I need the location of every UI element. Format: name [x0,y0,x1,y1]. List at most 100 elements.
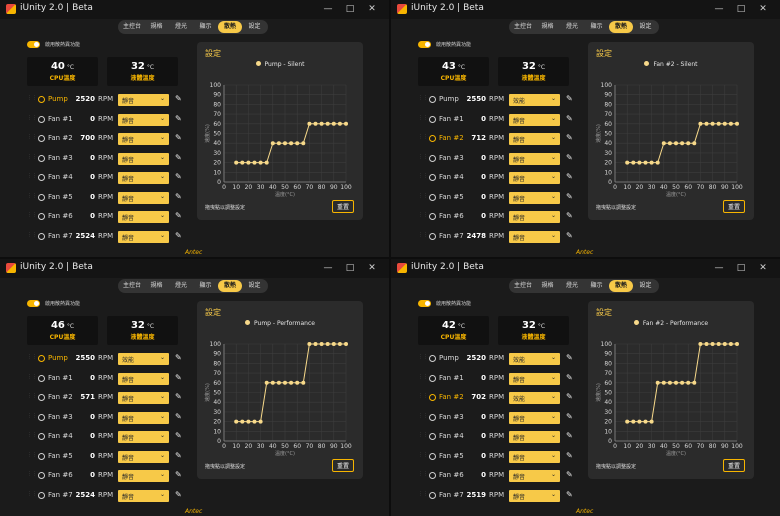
reset-button[interactable]: 重置 [332,200,354,213]
fan-row[interactable]: ⋮⋮ Fan #3 0 RPM 靜音 ⌄ ✎ [418,152,578,166]
drag-handle-icon[interactable]: ⋮⋮ [418,393,428,399]
fan-row[interactable]: ⋮⋮ Pump 2550 RPM 效能 ⌄ ✎ [27,352,187,366]
fan-row[interactable]: ⋮⋮ Fan #6 0 RPM 靜音 ⌄ ✎ [27,469,187,483]
fan-row[interactable]: ⋮⋮ Pump 2520 RPM 效能 ⌄ ✎ [418,352,578,366]
fan-row[interactable]: ⋮⋮ Fan #7 2478 RPM 靜音 ⌄ ✎ [418,230,578,244]
fan-mode-select[interactable]: 效能 ⌄ [509,353,560,365]
fan-row[interactable]: ⋮⋮ Fan #5 0 RPM 靜音 ⌄ ✎ [418,191,578,205]
minimize-button[interactable]: — [714,263,724,273]
cooling-toggle-switch[interactable] [418,300,431,307]
edit-pencil-icon[interactable]: ✎ [175,490,182,499]
fan-mode-select[interactable]: 靜音 ⌄ [509,470,560,482]
fan-mode-select[interactable]: 靜音 ⌄ [509,153,560,165]
fan-row[interactable]: ⋮⋮ Fan #4 0 RPM 靜音 ⌄ ✎ [418,430,578,444]
drag-handle-icon[interactable]: ⋮⋮ [27,471,37,477]
reset-button[interactable]: 重置 [723,200,745,213]
tab-4[interactable]: 散熱 [218,21,242,33]
minimize-button[interactable]: — [323,4,333,14]
tab-2[interactable]: 燈光 [174,23,187,30]
fan-row[interactable]: ⋮⋮ Pump 2550 RPM 效能 ⌄ ✎ [418,93,578,107]
fan-mode-select[interactable]: 靜音 ⌄ [118,231,169,243]
fan-mode-select[interactable]: 靜音 ⌄ [118,114,169,126]
fan-mode-select[interactable]: 靜音 ⌄ [118,431,169,443]
fan-row[interactable]: ⋮⋮ Fan #3 0 RPM 靜音 ⌄ ✎ [418,411,578,425]
drag-handle-icon[interactable]: ⋮⋮ [27,212,37,218]
edit-pencil-icon[interactable]: ✎ [566,392,573,401]
cooling-toggle-switch[interactable] [27,41,40,48]
fan-mode-select[interactable]: 靜音 ⌄ [118,94,169,106]
tab-2[interactable]: 燈光 [565,282,578,289]
fan-row[interactable]: ⋮⋮ Fan #3 0 RPM 靜音 ⌄ ✎ [27,411,187,425]
fan-mode-select[interactable]: 靜音 ⌄ [118,392,169,404]
fan-row[interactable]: ⋮⋮ Fan #1 0 RPM 靜音 ⌄ ✎ [27,372,187,386]
drag-handle-icon[interactable]: ⋮⋮ [27,413,37,419]
tab-5[interactable]: 設定 [248,282,261,289]
drag-handle-icon[interactable]: ⋮⋮ [418,154,428,160]
drag-handle-icon[interactable]: ⋮⋮ [27,354,37,360]
fan-mode-select[interactable]: 靜音 ⌄ [509,431,560,443]
close-button[interactable]: ✕ [368,263,376,273]
tab-1[interactable]: 規格 [150,282,163,289]
fan-mode-select[interactable]: 靜音 ⌄ [118,451,169,463]
fan-mode-select[interactable]: 靜音 ⌄ [509,114,560,126]
edit-pencil-icon[interactable]: ✎ [175,153,182,162]
reset-button[interactable]: 重置 [332,459,354,472]
maximize-button[interactable]: □ [345,4,355,14]
edit-pencil-icon[interactable]: ✎ [175,172,182,181]
drag-handle-icon[interactable]: ⋮⋮ [27,95,37,101]
fan-row[interactable]: ⋮⋮ Fan #5 0 RPM 靜音 ⌄ ✎ [27,450,187,464]
close-button[interactable]: ✕ [759,263,767,273]
drag-handle-icon[interactable]: ⋮⋮ [418,374,428,380]
drag-handle-icon[interactable]: ⋮⋮ [418,452,428,458]
drag-handle-icon[interactable]: ⋮⋮ [27,193,37,199]
fan-mode-select[interactable]: 靜音 ⌄ [118,373,169,385]
fan-row[interactable]: ⋮⋮ Fan #2 571 RPM 靜音 ⌄ ✎ [27,391,187,405]
tab-0[interactable]: 主控台 [513,282,532,289]
drag-handle-icon[interactable]: ⋮⋮ [27,432,37,438]
fan-mode-select[interactable]: 靜音 ⌄ [509,412,560,424]
tab-5[interactable]: 設定 [639,282,652,289]
tab-2[interactable]: 燈光 [565,23,578,30]
edit-pencil-icon[interactable]: ✎ [175,192,182,201]
tab-3[interactable]: 顯示 [590,282,603,289]
fan-mode-select[interactable]: 靜音 ⌄ [118,172,169,184]
fan-mode-select[interactable]: 靜音 ⌄ [509,192,560,204]
edit-pencil-icon[interactable]: ✎ [566,373,573,382]
tab-3[interactable]: 顯示 [199,282,212,289]
edit-pencil-icon[interactable]: ✎ [175,392,182,401]
close-button[interactable]: ✕ [759,4,767,14]
fan-row[interactable]: ⋮⋮ Fan #7 2524 RPM 靜音 ⌄ ✎ [27,230,187,244]
edit-pencil-icon[interactable]: ✎ [175,211,182,220]
edit-pencil-icon[interactable]: ✎ [566,490,573,499]
fan-row[interactable]: ⋮⋮ Fan #6 0 RPM 靜音 ⌄ ✎ [418,210,578,224]
drag-handle-icon[interactable]: ⋮⋮ [418,173,428,179]
tab-3[interactable]: 顯示 [199,23,212,30]
fan-mode-select[interactable]: 靜音 ⌄ [509,490,560,502]
edit-pencil-icon[interactable]: ✎ [175,94,182,103]
edit-pencil-icon[interactable]: ✎ [566,412,573,421]
edit-pencil-icon[interactable]: ✎ [566,451,573,460]
edit-pencil-icon[interactable]: ✎ [566,114,573,123]
edit-pencil-icon[interactable]: ✎ [175,353,182,362]
fan-row[interactable]: ⋮⋮ Fan #3 0 RPM 靜音 ⌄ ✎ [27,152,187,166]
fan-row[interactable]: ⋮⋮ Fan #7 2524 RPM 靜音 ⌄ ✎ [27,489,187,503]
fan-row[interactable]: ⋮⋮ Fan #4 0 RPM 靜音 ⌄ ✎ [418,171,578,185]
fan-row[interactable]: ⋮⋮ Fan #7 2519 RPM 靜音 ⌄ ✎ [418,489,578,503]
drag-handle-icon[interactable]: ⋮⋮ [418,354,428,360]
tab-4[interactable]: 散熱 [609,280,633,292]
drag-handle-icon[interactable]: ⋮⋮ [27,173,37,179]
edit-pencil-icon[interactable]: ✎ [175,114,182,123]
tab-2[interactable]: 燈光 [174,282,187,289]
maximize-button[interactable]: □ [736,263,746,273]
fan-row[interactable]: ⋮⋮ Fan #4 0 RPM 靜音 ⌄ ✎ [27,171,187,185]
fan-row[interactable]: ⋮⋮ Fan #4 0 RPM 靜音 ⌄ ✎ [27,430,187,444]
fan-row[interactable]: ⋮⋮ Fan #2 700 RPM 靜音 ⌄ ✎ [27,132,187,146]
drag-handle-icon[interactable]: ⋮⋮ [418,413,428,419]
edit-pencil-icon[interactable]: ✎ [566,133,573,142]
edit-pencil-icon[interactable]: ✎ [566,431,573,440]
drag-handle-icon[interactable]: ⋮⋮ [418,134,428,140]
fan-mode-select[interactable]: 靜音 ⌄ [509,172,560,184]
fan-row[interactable]: ⋮⋮ Fan #1 0 RPM 靜音 ⌄ ✎ [27,113,187,127]
drag-handle-icon[interactable]: ⋮⋮ [418,95,428,101]
drag-handle-icon[interactable]: ⋮⋮ [27,154,37,160]
